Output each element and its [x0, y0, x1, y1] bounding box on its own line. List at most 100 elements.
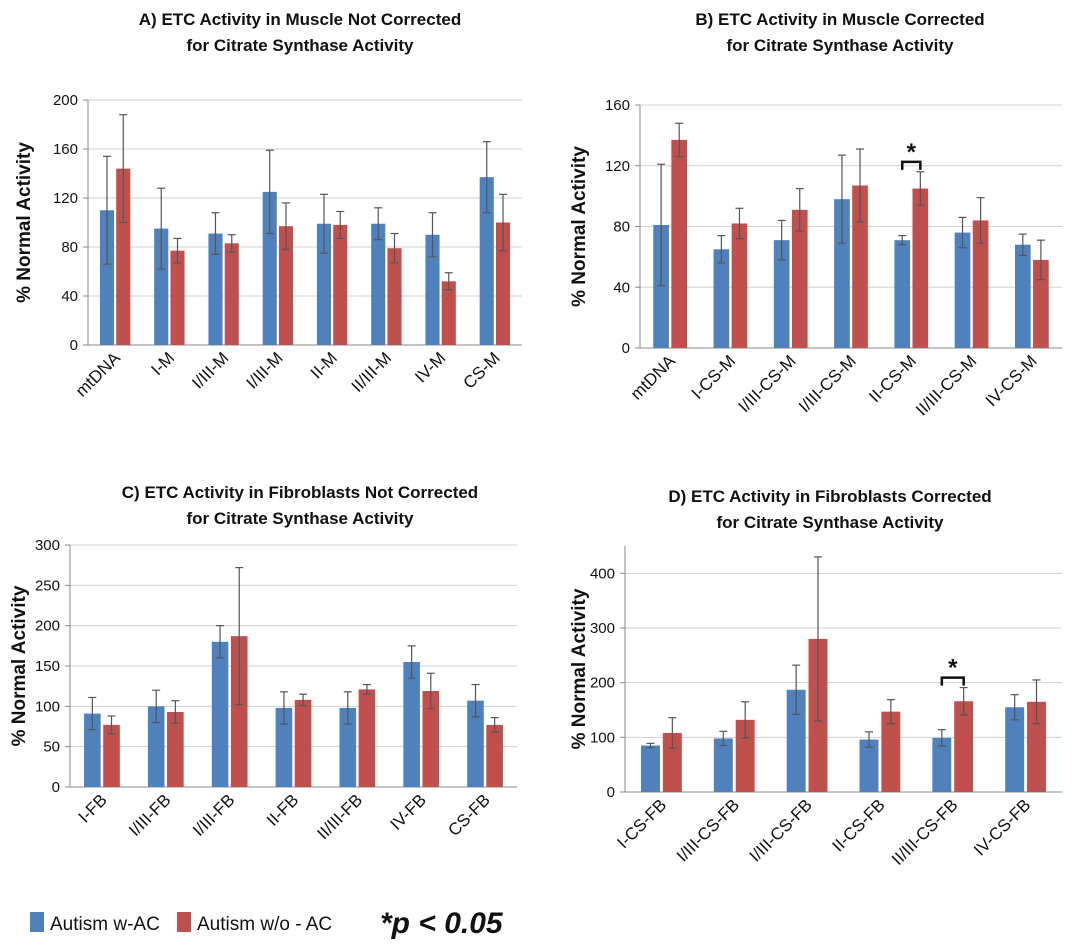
bar: [786, 689, 806, 792]
bar: [467, 700, 484, 787]
x-tick-label: II-CS-M: [865, 351, 920, 406]
bar: [441, 281, 456, 345]
y-tick-label: 200: [590, 675, 615, 692]
bar: [791, 209, 808, 348]
x-tick-label: II/III-CS-M: [912, 351, 980, 419]
bar: [358, 689, 376, 787]
x-tick-label: I/III-CS-M: [795, 351, 860, 416]
bar: [479, 177, 494, 345]
y-tick-label: 400: [590, 565, 615, 582]
bar: [912, 188, 929, 348]
bar: [713, 249, 730, 348]
bar: [224, 243, 239, 345]
bar: [671, 139, 688, 348]
legend-swatch: [177, 912, 191, 932]
bar: [1005, 707, 1025, 792]
significance-bracket: [900, 160, 922, 170]
chart-title: for Citrate Synthase Activity: [186, 36, 414, 55]
bar: [230, 636, 248, 787]
x-tick-label: II/III-FB: [313, 790, 366, 843]
x-tick-label: II-M: [307, 348, 341, 382]
bar: [859, 739, 879, 792]
y-tick-label: 300: [590, 620, 615, 637]
bar: [333, 224, 348, 345]
bar: [641, 745, 660, 792]
x-tick-label: IV-M: [411, 348, 449, 386]
bar: [278, 226, 294, 345]
bar: [972, 220, 989, 348]
bar: [99, 210, 115, 345]
x-tick-label: I/III-FB: [125, 790, 174, 839]
bar: [275, 707, 293, 787]
y-tick-label: 120: [605, 158, 630, 175]
bar: [147, 706, 165, 787]
y-axis-label: % Normal Activity: [9, 585, 30, 746]
chart-title: B) ETC Activity in Muscle Corrected: [695, 10, 984, 29]
x-tick-label: IV-CS-FB: [970, 795, 1034, 859]
bar: [881, 711, 901, 792]
bar: [932, 737, 952, 792]
bar: [852, 185, 868, 348]
bar: [154, 228, 169, 345]
chart-title: D) ETC Activity in Fibroblasts Corrected: [668, 487, 991, 506]
bar: [339, 707, 357, 787]
y-tick-label: 300: [35, 537, 60, 554]
x-tick-label: I/III-M: [188, 348, 232, 392]
x-tick-label: I-M: [147, 348, 178, 379]
x-tick-label: I/III-CS-FB: [673, 795, 743, 865]
y-tick-label: 40: [613, 279, 630, 296]
bar: [653, 224, 669, 348]
y-tick-label: 200: [53, 92, 78, 109]
y-tick-label: 160: [605, 97, 630, 114]
x-tick-label: I/III-CS-M: [735, 351, 800, 416]
x-tick-label: II/III-M: [348, 348, 395, 395]
chart-title: for Citrate Synthase Activity: [186, 509, 414, 528]
x-tick-label: I/III-M: [243, 348, 287, 392]
bar: [486, 724, 503, 787]
bar: [371, 223, 386, 345]
bar: [731, 223, 748, 348]
bar: [170, 250, 185, 345]
y-tick-label: 80: [613, 219, 630, 236]
bar: [1033, 259, 1049, 348]
y-tick-label: 100: [590, 729, 615, 746]
x-tick-label: mtDNA: [72, 348, 125, 401]
x-tick-label: II/III-CS-FB: [888, 795, 962, 869]
significance-note: *p < 0.05: [380, 907, 504, 940]
x-tick-label: IV-FB: [387, 790, 430, 833]
bar: [387, 248, 402, 345]
x-tick-label: II-CS-FB: [829, 795, 889, 855]
bar: [495, 222, 511, 345]
x-tick-label: I-FB: [75, 790, 111, 826]
y-tick-label: 80: [61, 239, 78, 256]
significance-label: *: [907, 139, 917, 166]
x-tick-label: CS-FB: [444, 790, 493, 839]
y-tick-label: 0: [622, 340, 630, 357]
y-tick-label: 0: [52, 779, 60, 796]
bar: [403, 661, 420, 787]
y-tick-label: 160: [53, 141, 78, 158]
chart-title: C) ETC Activity in Fibroblasts Not Corre…: [122, 483, 478, 502]
bar: [84, 713, 101, 787]
x-tick-label: IV-CS-M: [982, 351, 1041, 410]
significance-label: *: [948, 655, 958, 682]
x-tick-label: I-CS-FB: [613, 795, 670, 852]
x-tick-label: I-CS-M: [688, 351, 739, 402]
y-axis-label: % Normal Activity: [569, 146, 590, 307]
y-tick-label: 200: [35, 618, 60, 635]
y-tick-label: 50: [43, 739, 60, 756]
significance-bracket: [940, 676, 965, 686]
legend-label: Autism w/o - AC: [197, 914, 332, 935]
bar: [422, 691, 440, 787]
x-tick-label: CS-M: [460, 348, 504, 392]
bar: [713, 738, 733, 792]
legend-label: Autism w-AC: [50, 914, 160, 935]
y-tick-label: 150: [35, 658, 60, 675]
bar: [294, 699, 312, 787]
bar: [735, 719, 755, 792]
bar: [262, 191, 277, 345]
bar: [1014, 244, 1031, 348]
legend-swatch: [30, 912, 44, 932]
y-tick-label: 0: [70, 337, 78, 354]
